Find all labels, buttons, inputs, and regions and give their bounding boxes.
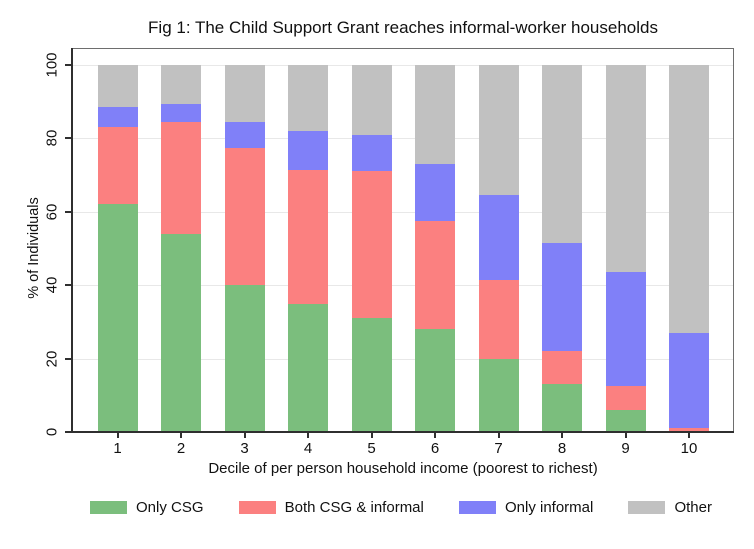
- x-tick-9: [624, 433, 627, 438]
- bar-decile-3-segment-only-csg: [224, 285, 265, 432]
- bar-decile-9-segment-other: [605, 65, 646, 273]
- bar-decile-10-segment-only-informal: [669, 332, 709, 429]
- x-tick-label-4: 4: [303, 440, 313, 457]
- x-tick-1: [116, 433, 119, 438]
- legend-label-only-informal: Only informal: [504, 498, 594, 516]
- legend-item-only-informal: Only informal: [458, 498, 594, 516]
- bar-decile-1-segment-other: [97, 65, 138, 108]
- y-tick-0: [65, 431, 72, 433]
- bar-decile-8-segment-both-csg-informal: [542, 351, 582, 385]
- bar-decile-2-segment-both-csg-informal: [161, 121, 201, 234]
- bar-decile-8-segment-other: [542, 65, 582, 243]
- gridline-100: [73, 65, 733, 66]
- chart-title: Fig 1: The Child Support Grant reaches i…: [148, 18, 658, 37]
- bar-decile-1-segment-both-csg-informal: [97, 127, 138, 205]
- bar-decile-5-segment-only-csg: [351, 318, 392, 432]
- legend-swatch-both-csg-informal: [238, 500, 276, 514]
- y-tick-label-60: 60: [43, 203, 61, 221]
- y-tick-100: [65, 64, 72, 66]
- bar-decile-9-segment-only-csg: [605, 409, 646, 432]
- y-tick-label-100: 100: [43, 52, 61, 78]
- legend: Only CSG Both CSG & informal Only informal…: [90, 495, 712, 519]
- x-axis-title: Decile of per person household income (p…: [208, 460, 598, 477]
- x-tick-6: [434, 433, 436, 438]
- y-tick-20: [65, 357, 72, 360]
- y-tick-40: [65, 284, 72, 287]
- x-tick-3: [243, 433, 246, 438]
- gridline-20: [73, 358, 733, 360]
- bar-decile-7-segment-only-csg: [478, 358, 519, 432]
- y-axis-title: % of Individuals: [26, 197, 42, 299]
- bar-decile-10-segment-both-csg-informal: [669, 428, 709, 431]
- x-tick-label-3: 3: [240, 440, 249, 457]
- x-tick-label-6: 6: [430, 440, 440, 457]
- y-tick-80: [65, 137, 72, 140]
- gridline-60: [73, 211, 733, 213]
- bar-decile-4-segment-only-informal: [288, 131, 328, 170]
- legend-swatch-other: [628, 500, 666, 514]
- x-tick-label-7: 7: [494, 440, 503, 457]
- bar-decile-8-segment-only-informal: [542, 242, 582, 352]
- legend-label-other: Other: [674, 498, 712, 516]
- bar-decile-7-segment-both-csg-informal: [478, 279, 519, 359]
- legend-item-only-csg: Only CSG: [90, 499, 204, 516]
- bar-decile-7-segment-other: [478, 65, 519, 196]
- bar-decile-4-segment-other: [288, 65, 328, 132]
- bar-decile-3-segment-only-informal: [224, 121, 265, 148]
- y-axis-line: [71, 48, 73, 433]
- bar-decile-4-segment-both-csg-informal: [288, 169, 328, 304]
- bar-decile-8-segment-only-csg: [542, 384, 582, 432]
- x-tick-label-5: 5: [367, 440, 376, 457]
- bar-decile-10-segment-other: [669, 65, 709, 333]
- bar-decile-7-segment-only-informal: [478, 195, 519, 280]
- x-tick-label-8: 8: [557, 440, 567, 457]
- x-tick-10: [688, 433, 690, 438]
- y-tick-label-40: 40: [43, 276, 61, 294]
- y-tick-label-20: 20: [43, 350, 61, 367]
- bar-decile-9-segment-both-csg-informal: [605, 386, 646, 410]
- bar-decile-3-segment-other: [224, 65, 265, 122]
- y-tick-60: [65, 210, 72, 213]
- bar-decile-4-segment-only-csg: [288, 303, 328, 432]
- bar-decile-5-segment-other: [351, 65, 392, 135]
- bar-decile-2-segment-only-informal: [161, 103, 201, 122]
- legend-swatch-only-csg: [90, 500, 127, 514]
- legend-swatch-only-informal: [458, 500, 496, 514]
- x-tick-label-2: 2: [176, 440, 186, 457]
- bar-decile-1-segment-only-csg: [97, 204, 138, 432]
- bar-decile-6-segment-only-csg: [415, 329, 455, 432]
- x-axis-line: [71, 431, 734, 433]
- x-tick-7: [497, 433, 500, 438]
- x-tick-8: [561, 433, 563, 438]
- y-tick-label-0: 0: [43, 427, 61, 437]
- legend-item-other: Other: [628, 499, 712, 516]
- bar-decile-9-segment-only-informal: [605, 272, 646, 387]
- bar-decile-6-segment-other: [415, 65, 455, 165]
- x-tick-label-9: 9: [621, 440, 630, 457]
- x-tick-5: [370, 433, 373, 438]
- x-tick-2: [180, 433, 182, 438]
- gridline-40: [73, 285, 733, 287]
- bar-decile-5-segment-only-informal: [351, 134, 392, 172]
- bar-decile-6-segment-both-csg-informal: [415, 220, 455, 330]
- legend-label-both-csg-informal: Both CSG & informal: [284, 498, 424, 516]
- bar-decile-2-segment-other: [161, 65, 201, 104]
- gridline-80: [73, 138, 733, 140]
- bar-decile-3-segment-both-csg-informal: [224, 147, 265, 286]
- legend-label-only-csg: Only CSG: [136, 498, 204, 516]
- x-tick-label-10: 10: [680, 440, 698, 457]
- bar-decile-5-segment-both-csg-informal: [351, 171, 392, 319]
- legend-item-both-csg-informal: Both CSG & informal: [238, 498, 424, 516]
- bar-decile-1-segment-only-informal: [97, 107, 138, 128]
- bar-decile-2-segment-only-csg: [161, 233, 201, 432]
- x-tick-4: [307, 433, 309, 438]
- bar-decile-6-segment-only-informal: [415, 164, 455, 221]
- y-tick-label-80: 80: [43, 130, 61, 147]
- x-tick-label-1: 1: [113, 440, 122, 457]
